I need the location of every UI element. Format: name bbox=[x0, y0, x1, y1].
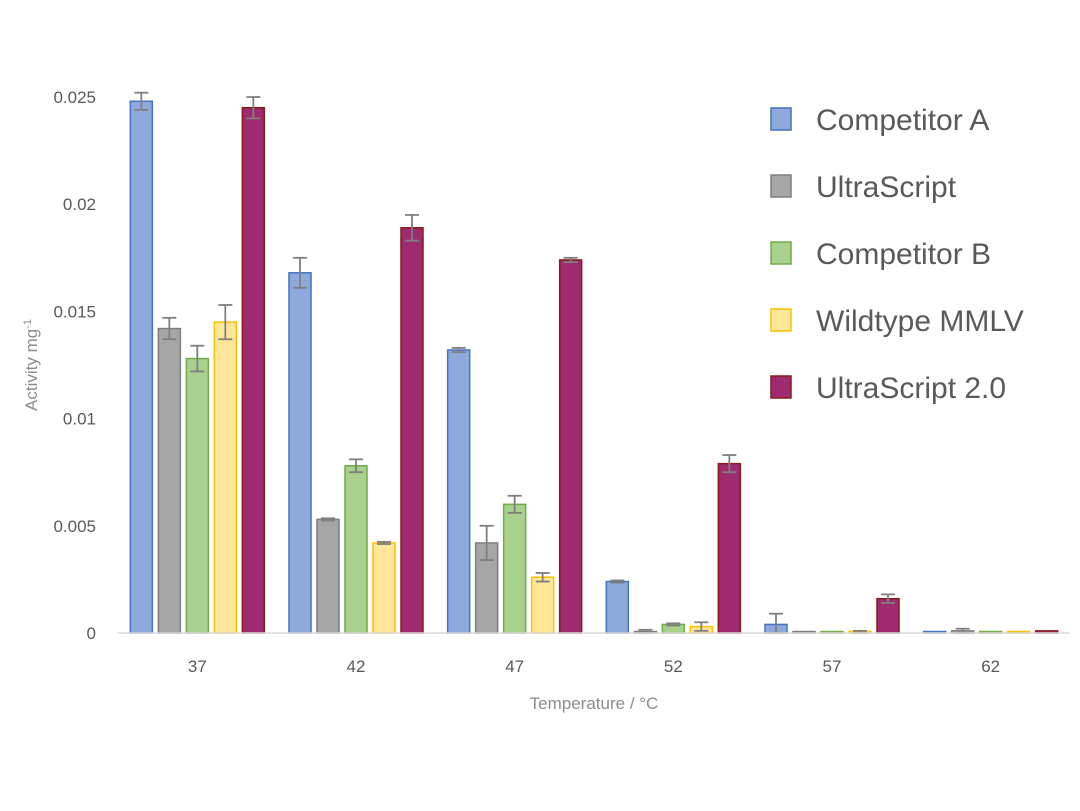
error-bar bbox=[218, 304, 233, 341]
x-tick-label: 52 bbox=[664, 657, 683, 676]
bar bbox=[157, 327, 182, 634]
x-tick-label: 37 bbox=[188, 657, 207, 676]
bar bbox=[530, 576, 555, 634]
legend-swatch bbox=[770, 174, 792, 198]
bar bbox=[605, 580, 630, 634]
bar bbox=[213, 321, 238, 634]
error-bar bbox=[535, 572, 550, 583]
x-axis-ticks: 37 42 47 52 57 62 bbox=[188, 657, 1000, 676]
error-bar bbox=[694, 621, 709, 632]
x-axis-title: Temperature / °C bbox=[530, 694, 659, 713]
error-bar bbox=[563, 256, 578, 263]
y-axis-title-superscript: -1 bbox=[22, 319, 34, 329]
error-bar bbox=[134, 91, 149, 111]
error-bar bbox=[349, 458, 363, 474]
legend-swatch bbox=[770, 375, 792, 399]
bar bbox=[372, 542, 396, 634]
bar bbox=[185, 357, 210, 634]
error-bar bbox=[246, 96, 261, 120]
x-tick-label: 47 bbox=[505, 657, 524, 676]
bar bbox=[446, 349, 471, 634]
y-axis-title-main: Activity mg bbox=[22, 329, 41, 411]
error-bar bbox=[610, 579, 625, 584]
legend-label: UltraScript bbox=[816, 171, 957, 204]
legend-swatch bbox=[770, 308, 792, 332]
bar bbox=[344, 465, 368, 634]
bar bbox=[717, 462, 742, 634]
error-bar bbox=[321, 517, 335, 522]
y-tick-label: 0.01 bbox=[63, 410, 96, 429]
y-tick-label: 0.015 bbox=[53, 302, 96, 321]
bar bbox=[241, 106, 266, 634]
error-bar bbox=[293, 256, 307, 289]
bar bbox=[400, 227, 424, 634]
error-bar bbox=[405, 214, 419, 242]
legend-label: UltraScript 2.0 bbox=[816, 372, 1006, 405]
y-tick-label: 0.005 bbox=[53, 517, 96, 536]
error-bar bbox=[162, 316, 177, 341]
error-bar bbox=[451, 346, 466, 354]
bar bbox=[316, 518, 340, 634]
bar bbox=[129, 100, 154, 634]
legend-label: Competitor B bbox=[816, 238, 991, 271]
legend-swatch bbox=[770, 241, 792, 265]
x-tick-label: 57 bbox=[823, 657, 842, 676]
y-tick-label: 0 bbox=[87, 624, 96, 643]
legend: Competitor A UltraScript Competitor B Wildt… bbox=[770, 104, 1024, 405]
x-tick-label: 62 bbox=[981, 657, 1000, 676]
y-tick-label: 0.02 bbox=[63, 195, 96, 214]
x-tick-label: 42 bbox=[347, 657, 366, 676]
bar bbox=[558, 259, 583, 634]
legend-label: Competitor A bbox=[816, 104, 989, 137]
y-axis-title: Activity mg-1 bbox=[22, 319, 41, 411]
bars bbox=[129, 100, 1059, 634]
error-bar bbox=[377, 540, 391, 545]
legend-swatch bbox=[770, 107, 792, 131]
bar bbox=[502, 503, 527, 634]
error-bar bbox=[666, 622, 681, 627]
error-bar bbox=[190, 344, 205, 373]
legend-label: Wildtype MMLV bbox=[816, 305, 1024, 338]
error-bar bbox=[507, 494, 522, 514]
error-bar bbox=[479, 524, 494, 562]
error-bar bbox=[881, 593, 895, 604]
y-axis-ticks: 0 0.005 0.01 0.015 0.02 0.025 bbox=[53, 88, 96, 643]
error-bar bbox=[722, 454, 737, 474]
y-tick-label: 0.025 bbox=[53, 88, 96, 107]
bar bbox=[288, 272, 312, 634]
